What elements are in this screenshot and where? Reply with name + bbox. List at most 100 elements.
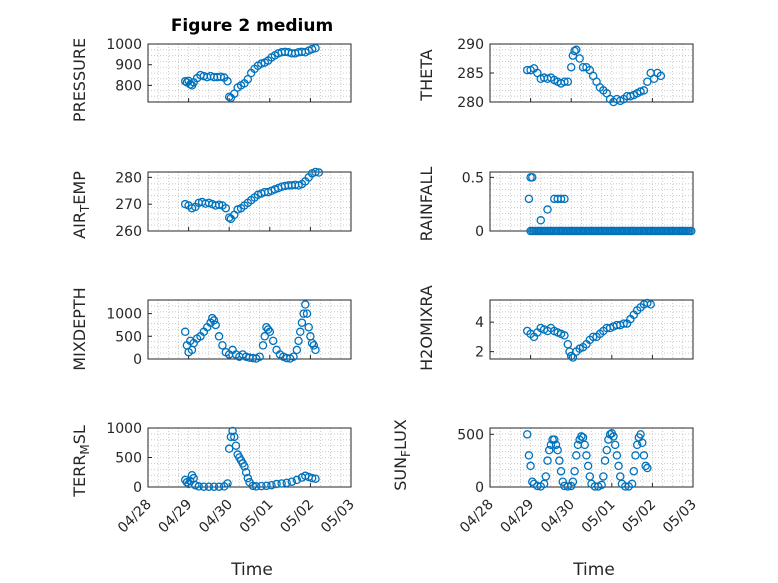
data-point (572, 451, 581, 460)
data-point (543, 456, 552, 465)
figure-title: Figure 2 medium (171, 16, 333, 36)
data-point (582, 451, 591, 460)
data-point (631, 451, 640, 460)
x-tick-label: 05/03 (318, 497, 358, 537)
data-point (258, 341, 268, 350)
subplot-2: 280 285 290 THETA (417, 37, 694, 111)
data-point (209, 482, 219, 491)
subplot-5: 0 500 1000 MIXDEPTH (70, 287, 352, 371)
data-point (643, 77, 652, 86)
y-axis-label: MIXDEPTH (70, 287, 89, 370)
y-tick-label: 500 (115, 329, 142, 345)
data-point (214, 332, 224, 341)
data-point (588, 332, 598, 342)
x-tick-label: 05/01 (579, 497, 619, 537)
data-point (299, 309, 308, 318)
data-point (241, 467, 251, 477)
data-point (563, 77, 573, 86)
data-point (528, 477, 537, 486)
data-point (643, 463, 652, 473)
data-point (636, 430, 645, 439)
data-point (295, 327, 305, 337)
data-point (223, 479, 232, 488)
y-tick-label: 290 (457, 37, 484, 53)
data-point (282, 478, 291, 488)
subplot-7: 0 500 1000 04/28 04/29 04/30 05/01 05/02 05/03 TE… (70, 421, 358, 536)
data-point (612, 451, 622, 460)
x-tick-label: 05/01 (237, 497, 277, 537)
data-point (180, 327, 190, 337)
data-point (297, 318, 307, 327)
data-point (224, 213, 234, 222)
data-point (243, 473, 253, 483)
data-point (255, 352, 264, 361)
data-point (568, 477, 578, 486)
y-axis-label: THETA (417, 49, 436, 101)
y-axis-label: SUNFLUX (391, 419, 413, 491)
data-point (560, 331, 569, 340)
data-point (555, 456, 564, 465)
data-point (580, 440, 589, 450)
y-axis-label: RAINFALL (417, 167, 436, 242)
data-point (536, 216, 546, 225)
data-point (311, 345, 320, 355)
data-point (619, 319, 628, 328)
y-tick-label: 1000 (106, 37, 142, 53)
data-point (223, 77, 232, 86)
data-point (563, 339, 573, 349)
x-tick-label: 04/28 (115, 497, 155, 537)
data-point (583, 461, 593, 471)
data-point (639, 86, 649, 95)
data-point (570, 46, 579, 56)
data-point (314, 168, 324, 177)
data-point (311, 43, 320, 53)
y-tick-label: 0.5 (462, 170, 484, 186)
data-point (646, 300, 655, 309)
x-tick-label: 04/29 (156, 497, 196, 537)
data-point (204, 482, 214, 491)
data-point (230, 432, 239, 442)
data-point (563, 482, 573, 491)
x-tick-label: 04/30 (538, 497, 578, 537)
data-point (553, 445, 562, 455)
data-point (524, 194, 534, 204)
data-point (566, 62, 576, 72)
data-point (267, 480, 276, 490)
y-tick-label: 280 (457, 95, 484, 111)
data-point (566, 351, 576, 361)
data-point (292, 345, 302, 355)
y-tick-label: 270 (115, 197, 142, 213)
data-point (544, 445, 554, 455)
data-point (224, 444, 234, 453)
y-tick-label: 1000 (106, 307, 142, 323)
data-point (578, 62, 588, 72)
data-point (641, 461, 650, 471)
data-point (556, 466, 566, 476)
data-point (600, 456, 610, 465)
x-tick-label: 05/02 (277, 497, 317, 537)
data-point (524, 451, 534, 460)
data-point (252, 482, 261, 491)
data-point (560, 194, 569, 204)
x-tick-label: 04/30 (196, 497, 236, 537)
x-axis-label-right: Time (572, 560, 615, 580)
data-point (231, 441, 241, 450)
y-tick-label: 900 (115, 58, 142, 74)
y-tick-label: 500 (457, 427, 484, 443)
y-tick-label: 280 (115, 170, 142, 186)
data-point (556, 194, 566, 204)
data-point (257, 481, 266, 491)
y-axis-label: PRESSURE (70, 38, 89, 122)
data-point (614, 461, 623, 471)
y-tick-label: 500 (115, 451, 142, 467)
data-point (214, 200, 224, 209)
y-axis-label: AIRTEMP (70, 171, 92, 239)
y-tick-label: 260 (115, 224, 142, 240)
data-point (627, 479, 637, 489)
data-point (216, 72, 225, 81)
data-point (311, 474, 320, 483)
data-point (194, 482, 203, 491)
data-point (522, 430, 532, 439)
data-point (302, 309, 312, 318)
